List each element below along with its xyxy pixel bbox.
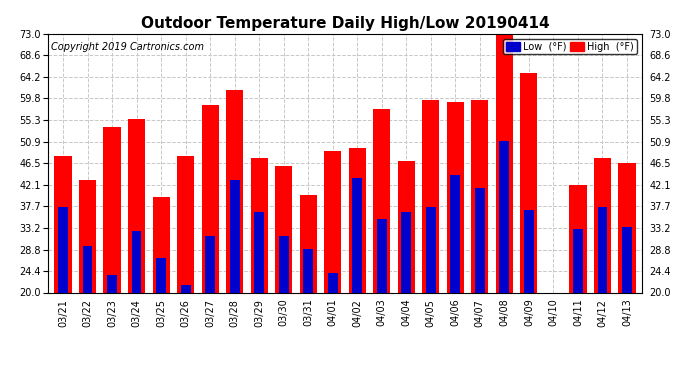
Bar	[152, 197, 170, 292]
Bar	[230, 180, 239, 292]
Text: Copyright 2019 Cartronics.com: Copyright 2019 Cartronics.com	[51, 42, 204, 51]
Bar	[58, 207, 68, 292]
Bar	[250, 158, 268, 292]
Bar	[205, 236, 215, 292]
Bar	[397, 160, 415, 292]
Bar	[594, 158, 611, 292]
Bar	[618, 163, 635, 292]
Bar	[83, 246, 92, 292]
Bar	[353, 178, 362, 292]
Bar	[104, 126, 121, 292]
Legend: Low  (°F), High  (°F): Low (°F), High (°F)	[503, 39, 637, 54]
Bar	[496, 34, 513, 292]
Bar	[500, 141, 509, 292]
Bar	[299, 195, 317, 292]
Bar	[107, 275, 117, 292]
Bar	[520, 73, 538, 292]
Bar	[328, 273, 337, 292]
Bar	[177, 156, 194, 292]
Bar	[304, 249, 313, 292]
Bar	[598, 207, 607, 292]
Bar	[348, 148, 366, 292]
Bar	[569, 185, 586, 292]
Bar	[446, 102, 464, 292]
Bar	[128, 119, 145, 292]
Bar	[275, 166, 293, 292]
Bar	[402, 212, 411, 292]
Bar	[132, 231, 141, 292]
Bar	[226, 90, 244, 292]
Bar	[156, 258, 166, 292]
Title: Outdoor Temperature Daily High/Low 20190414: Outdoor Temperature Daily High/Low 20190…	[141, 16, 549, 31]
Bar	[55, 156, 72, 292]
Bar	[201, 105, 219, 292]
Bar	[79, 180, 96, 292]
Bar	[279, 236, 288, 292]
Bar	[524, 210, 534, 292]
Bar	[181, 285, 190, 292]
Bar	[471, 100, 489, 292]
Bar	[422, 100, 440, 292]
Bar	[426, 207, 435, 292]
Bar	[377, 219, 386, 292]
Bar	[475, 188, 485, 292]
Bar	[573, 229, 583, 292]
Bar	[255, 212, 264, 292]
Bar	[324, 151, 342, 292]
Bar	[622, 226, 632, 292]
Bar	[451, 176, 460, 292]
Bar	[373, 110, 391, 292]
